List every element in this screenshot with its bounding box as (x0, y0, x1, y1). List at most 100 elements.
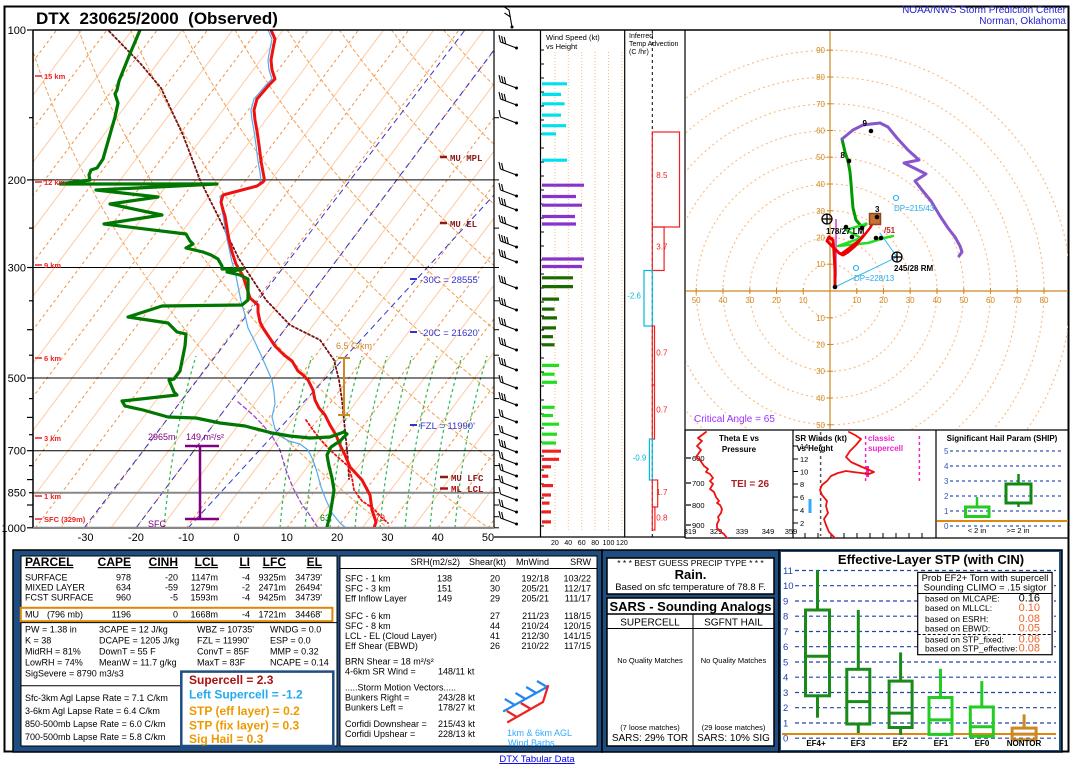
svg-text:0: 0 (944, 522, 949, 531)
svg-text:30: 30 (745, 296, 754, 305)
svg-text:1000: 1000 (2, 523, 26, 535)
svg-text:0.8: 0.8 (656, 513, 668, 522)
svg-text:MnWind: MnWind (516, 557, 549, 567)
svg-text:0: 0 (783, 734, 788, 745)
svg-text:0.10: 0.10 (1019, 602, 1040, 614)
svg-text:DTX 230625/2000 (Observed): DTX 230625/2000 (Observed) (36, 9, 278, 28)
svg-text:34739': 34739' (295, 573, 322, 583)
svg-text:based on STP_fixed:: based on STP_fixed: (925, 635, 1004, 645)
svg-text:30: 30 (381, 532, 393, 544)
svg-text:-30C = 28555': -30C = 28555' (420, 275, 480, 286)
svg-text:EF4+: EF4+ (806, 739, 826, 748)
svg-text:-20: -20 (128, 532, 144, 544)
svg-text:MU: MU (25, 610, 39, 620)
svg-text:245/28 RM: 245/28 RM (894, 264, 933, 273)
svg-text:7: 7 (783, 627, 788, 638)
svg-text:20: 20 (551, 540, 559, 547)
svg-text:1: 1 (783, 719, 788, 730)
svg-text:DownT = 55 F: DownT = 55 F (99, 647, 156, 657)
svg-text:14: 14 (800, 442, 808, 451)
svg-text:960: 960 (116, 593, 131, 603)
svg-text:MU LFC: MU LFC (451, 474, 484, 484)
svg-text:10: 10 (816, 314, 825, 323)
svg-text:SURFACE: SURFACE (25, 573, 68, 583)
svg-text:DCAPE = 1205 J/kg: DCAPE = 1205 J/kg (99, 636, 179, 646)
svg-text:30: 30 (490, 584, 500, 594)
svg-text:SARS: 29% TOR: SARS: 29% TOR (612, 733, 688, 744)
svg-text:PW = 1.38 in: PW = 1.38 in (25, 625, 77, 635)
svg-text:850-500mb Lapse Rate = 6.0 C/: 850-500mb Lapse Rate = 6.0 C/km (25, 719, 165, 729)
svg-text:Inferred: Inferred (629, 33, 653, 40)
svg-text:1721m: 1721m (258, 610, 286, 620)
svg-text:EF1: EF1 (934, 739, 949, 748)
svg-text:700-500mb Lapse Rate = 5.8 C/: 700-500mb Lapse Rate = 5.8 C/km (25, 732, 165, 742)
svg-text:329: 329 (710, 527, 723, 536)
svg-text:Supercell = 2.3: Supercell = 2.3 (189, 673, 274, 687)
svg-text:41: 41 (490, 631, 500, 641)
svg-text:8: 8 (841, 151, 846, 160)
svg-text:349: 349 (762, 527, 775, 536)
svg-text:MIXED LAYER: MIXED LAYER (25, 583, 85, 593)
svg-text:210/24: 210/24 (521, 621, 549, 631)
svg-text:6.5 C/km: 6.5 C/km (336, 341, 372, 351)
svg-text:34468': 34468' (295, 610, 322, 620)
svg-text:NOAA/NWS Storm Prediction Cent: NOAA/NWS Storm Prediction Center (902, 5, 1067, 16)
svg-text:1279m: 1279m (190, 583, 218, 593)
svg-text:Based on sfc temperature of 78: Based on sfc temperature of 78.8 F. (615, 582, 766, 593)
svg-text:79: 79 (375, 513, 385, 523)
svg-text:EF2: EF2 (893, 739, 908, 748)
svg-text:SRH(m2/s2): SRH(m2/s2) (410, 557, 460, 567)
svg-text:1.7: 1.7 (656, 488, 668, 497)
svg-text:100: 100 (603, 540, 615, 547)
svg-text:40: 40 (564, 540, 572, 547)
svg-text:27: 27 (490, 611, 500, 621)
svg-text:10: 10 (281, 532, 293, 544)
svg-text:-59: -59 (165, 583, 178, 593)
svg-text:supercell: supercell (868, 444, 903, 453)
svg-text:Shear(kt): Shear(kt) (469, 557, 506, 567)
svg-text:-2.6: -2.6 (627, 292, 641, 301)
svg-text:26494': 26494' (295, 583, 322, 593)
svg-text:178/27 LM: 178/27 LM (826, 227, 865, 236)
svg-text:10: 10 (800, 468, 808, 477)
svg-text:CINH: CINH (149, 555, 178, 569)
svg-text:3 km: 3 km (44, 434, 61, 443)
svg-text:-20C = 21620': -20C = 21620' (420, 328, 480, 339)
svg-text:0: 0 (173, 610, 178, 620)
svg-text:117/15: 117/15 (564, 641, 591, 651)
svg-text:SFC: SFC (148, 519, 167, 529)
svg-text:Norman, Oklahoma: Norman, Oklahoma (979, 16, 1066, 27)
svg-text:FZL = 11990': FZL = 11990' (420, 421, 475, 432)
svg-text:(29 loose matches): (29 loose matches) (702, 723, 766, 732)
svg-text:based on MLLCL:: based on MLLCL: (925, 603, 992, 613)
svg-text:/51: /51 (884, 226, 896, 235)
svg-text:0.08: 0.08 (1019, 643, 1040, 655)
svg-text:Pressure: Pressure (722, 445, 757, 454)
svg-text:-20: -20 (165, 573, 178, 583)
svg-text:205/21: 205/21 (521, 594, 549, 604)
svg-text:based on MLCAPE:: based on MLCAPE: (925, 594, 1000, 604)
svg-text:2: 2 (800, 519, 804, 528)
svg-text:SGFNT HAIL: SGFNT HAIL (704, 618, 763, 629)
svg-text:9: 9 (783, 597, 788, 608)
svg-text:900: 900 (692, 521, 705, 530)
svg-text:1668m: 1668m (190, 610, 218, 620)
svg-text:15 km: 15 km (44, 72, 66, 81)
svg-text:(7 loose matches): (7 loose matches) (620, 723, 680, 732)
svg-text:0.7: 0.7 (656, 349, 668, 358)
svg-text:MU MPL: MU MPL (450, 154, 482, 164)
svg-text:Left Supercell = -1.2: Left Supercell = -1.2 (189, 688, 303, 702)
svg-text:>= 2 in: >= 2 in (1007, 526, 1030, 535)
svg-text:4: 4 (783, 673, 788, 684)
svg-text:MeanW = 11.7 g/kg: MeanW = 11.7 g/kg (99, 658, 177, 668)
svg-text:2965m: 2965m (148, 432, 176, 442)
svg-text:EF3: EF3 (851, 739, 866, 748)
svg-text:30: 30 (816, 207, 825, 216)
svg-text:0.05: 0.05 (1019, 623, 1040, 635)
svg-text:319: 319 (684, 527, 697, 536)
svg-text:FCST SURFACE: FCST SURFACE (25, 593, 93, 603)
svg-text:Sig Hail = 0.3: Sig Hail = 0.3 (189, 732, 264, 746)
svg-text:SRW: SRW (570, 557, 591, 567)
svg-text:NONTOR: NONTOR (1007, 739, 1042, 748)
svg-text:3-6km Agl Lapse Rate = 6.4 C: 3-6km Agl Lapse Rate = 6.4 C/km (25, 706, 160, 716)
